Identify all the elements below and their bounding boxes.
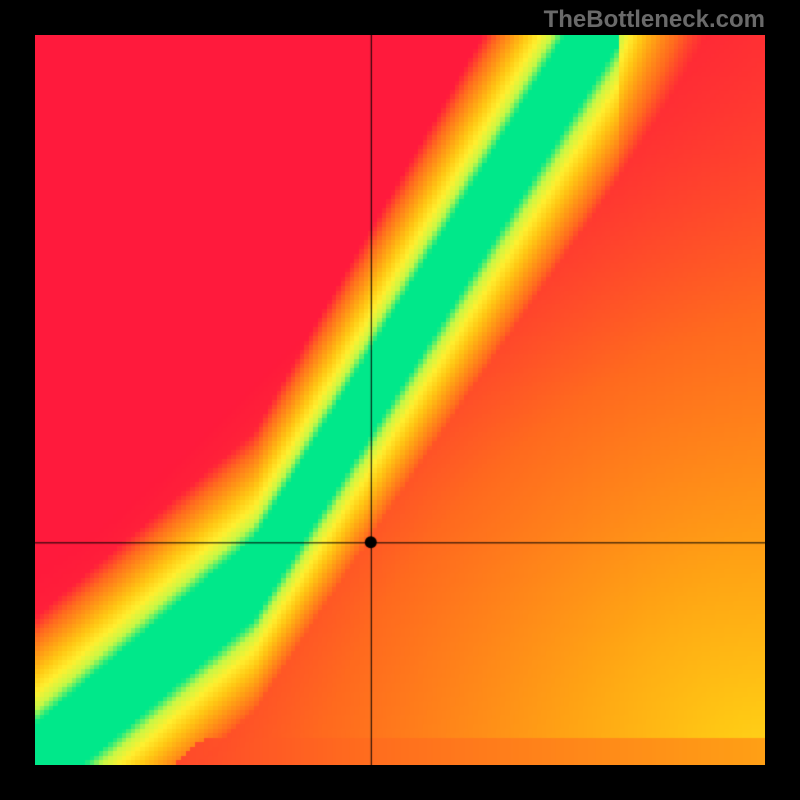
- bottleneck-heatmap: [35, 35, 765, 765]
- chart-container: TheBottleneck.com: [0, 0, 800, 800]
- watermark-text: TheBottleneck.com: [544, 6, 765, 34]
